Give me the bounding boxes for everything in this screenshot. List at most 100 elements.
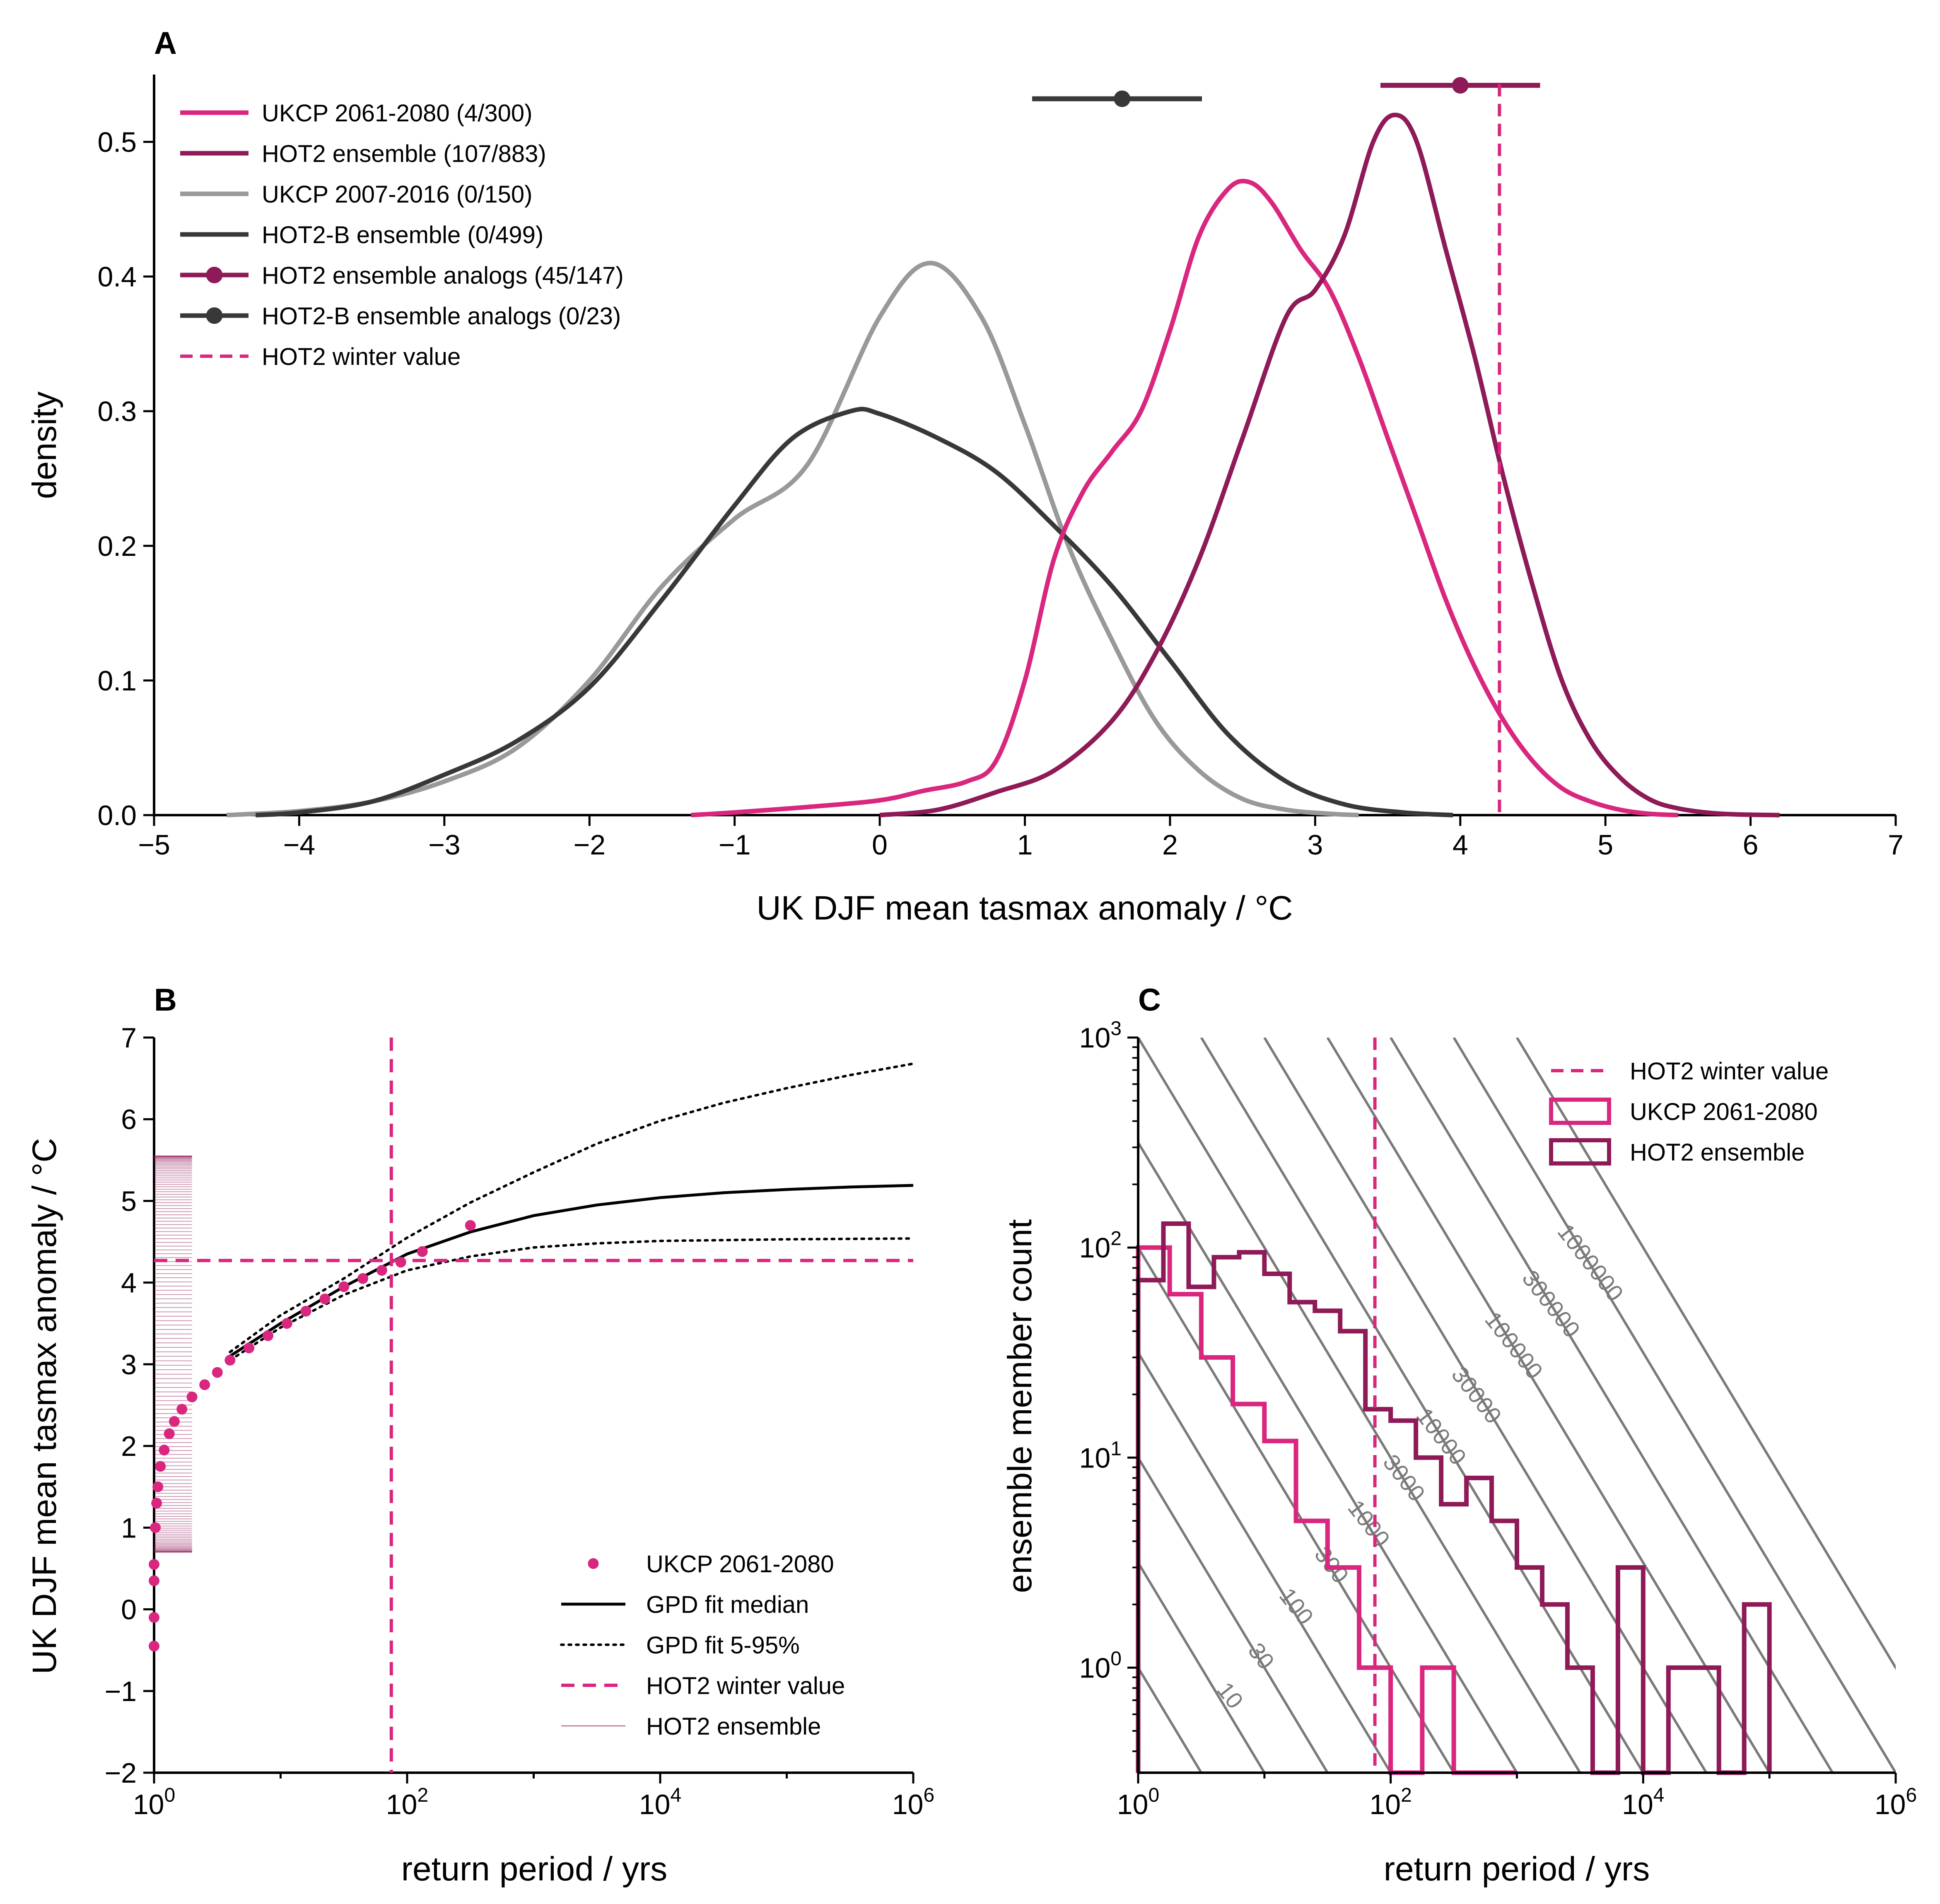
panel-a-x-tick-label: −4 xyxy=(283,829,316,861)
ukcp-point xyxy=(151,1498,162,1509)
ukcp-histogram xyxy=(1136,1245,1517,1775)
panel-a-y-tick-label: 0.3 xyxy=(97,396,137,427)
panel-a-y-tick-label: 0.0 xyxy=(97,800,137,831)
ukcp-point xyxy=(395,1257,406,1268)
ukcp-point xyxy=(281,1318,292,1329)
panel-a-legend-entry: HOT2 ensemble (107/883) xyxy=(180,140,546,167)
panel-a-y-label: density xyxy=(26,391,63,499)
ukcp-point xyxy=(262,1330,273,1341)
panel-a-y-tick-label: 0.5 xyxy=(97,127,137,158)
ukcp-point xyxy=(357,1273,369,1284)
panel-c-y-tick-label: 102 xyxy=(1079,1228,1122,1264)
ukcp-point xyxy=(149,1575,159,1586)
panel-c-x-label: return period / yrs xyxy=(1384,1850,1650,1888)
svg-text:HOT2 winter value: HOT2 winter value xyxy=(262,343,461,370)
ukcp-point xyxy=(155,1461,166,1472)
ukcp-point xyxy=(338,1281,350,1292)
panel-b-x-label: return period / yrs xyxy=(401,1850,668,1888)
panel-a-letter: A xyxy=(154,26,177,61)
gpd-upper-line xyxy=(229,1062,915,1354)
panel-c-y-label: ensemble member count xyxy=(1001,1219,1039,1593)
ukcp-point xyxy=(376,1265,387,1276)
ukcp-point xyxy=(149,1612,159,1623)
ukcp-point xyxy=(199,1379,210,1390)
panel-b-legend-entry: HOT2 ensemble xyxy=(561,1713,821,1740)
ukcp-point xyxy=(417,1246,428,1257)
contour-label: 100000 xyxy=(1480,1307,1548,1384)
panel-b-y-tick-label: 3 xyxy=(121,1349,137,1380)
ukcp-point xyxy=(300,1306,311,1317)
panel-b-legend-entry: UKCP 2061-2080 xyxy=(588,1551,834,1578)
svg-text:UKCP 2007-2016 (0/150): UKCP 2007-2016 (0/150) xyxy=(262,181,532,208)
panel-a-legend-entry: HOT2-B ensemble (0/499) xyxy=(180,222,543,249)
panel-b-y-tick-label: 1 xyxy=(121,1512,137,1544)
panel-c-y-tick-label: 103 xyxy=(1079,1018,1122,1054)
panel-b-x-tick-label: 100 xyxy=(133,1784,175,1820)
contour-line xyxy=(1453,1038,1896,1773)
panel-a-legend-entry: UKCP 2007-2016 (0/150) xyxy=(180,181,532,208)
panel-c-legend-entry: HOT2 winter value xyxy=(1551,1058,1829,1085)
panel-c-y-tick-label: 100 xyxy=(1079,1648,1122,1684)
svg-text:GPD fit 5-95%: GPD fit 5-95% xyxy=(646,1632,800,1659)
panel-a-legend-entry: HOT2-B ensemble analogs (0/23) xyxy=(180,303,621,330)
contour-line xyxy=(1138,1455,1329,1773)
panel-c-y-tick-label: 101 xyxy=(1079,1438,1122,1474)
analog-median-1 xyxy=(1114,90,1131,107)
panel-a-x-label: UK DJF mean tasmax anomaly / °C xyxy=(756,889,1293,927)
panel-b-legend-entry: HOT2 winter value xyxy=(561,1672,845,1699)
panel-a-x-tick-label: 7 xyxy=(1888,829,1904,861)
contour-line xyxy=(1390,1038,1834,1773)
panel-a-x-tick-label: 1 xyxy=(1017,829,1033,861)
ukcp-point xyxy=(169,1416,180,1427)
panel-b-legend-entry: GPD fit 5-95% xyxy=(560,1632,800,1659)
svg-text:HOT2 ensemble (107/883): HOT2 ensemble (107/883) xyxy=(262,140,546,167)
ukcp-point xyxy=(164,1428,175,1439)
density-curve-1 xyxy=(879,113,1780,818)
panel-a-x-tick-label: 3 xyxy=(1307,829,1323,861)
contour-line xyxy=(1138,1350,1392,1773)
contour-label: 10 xyxy=(1212,1677,1248,1713)
panel-b-legend-entry: GPD fit median xyxy=(561,1591,809,1618)
panel-c-x-tick-label: 102 xyxy=(1369,1784,1412,1820)
panel-b-y-tick-label: 0 xyxy=(121,1594,137,1626)
density-curve-3 xyxy=(255,407,1453,818)
svg-text:UKCP 2061-2080: UKCP 2061-2080 xyxy=(1630,1098,1818,1125)
contour-label: 300 xyxy=(1310,1542,1354,1588)
panel-b-y-label: UK DJF mean tasmax anomaly / °C xyxy=(26,1138,63,1674)
panel-a-legend-entry: UKCP 2061-2080 (4/300) xyxy=(180,100,532,127)
panel-b-x-tick-label: 106 xyxy=(892,1784,934,1820)
svg-text:HOT2 ensemble: HOT2 ensemble xyxy=(646,1713,821,1740)
panel-b: B 100 102 104 106 −2 −1 0 1 2 3 4 5 6 7 return perio… xyxy=(26,982,934,1888)
panel-c-legend-entry: HOT2 ensemble xyxy=(1549,1138,1805,1166)
panel-c: C 10301003001000300010000300001000003000… xyxy=(1001,982,1917,1888)
contour-line xyxy=(1326,1038,1771,1773)
ukcp-point xyxy=(244,1342,255,1354)
ukcp-point xyxy=(176,1404,188,1415)
panel-b-y-tick-label: 4 xyxy=(121,1267,137,1299)
panel-b-y-tick-label: 7 xyxy=(121,1022,137,1054)
panel-b-y-tick-label: −2 xyxy=(104,1757,137,1789)
density-curve-2 xyxy=(226,261,1359,818)
panel-a-legend-entry: HOT2 winter value xyxy=(180,343,461,370)
ukcp-point xyxy=(149,1559,159,1570)
ukcp-point xyxy=(465,1220,476,1231)
contour-line xyxy=(1138,1560,1266,1773)
ukcp-point xyxy=(150,1522,161,1533)
density-curve-0 xyxy=(691,179,1678,818)
panel-c-x-tick-label: 106 xyxy=(1875,1784,1917,1820)
contour-line xyxy=(1138,1038,1581,1773)
panel-b-y-tick-label: 2 xyxy=(121,1431,137,1462)
svg-text:HOT2-B ensemble analogs (0/23): HOT2-B ensemble analogs (0/23) xyxy=(262,303,621,330)
panel-a-y-tick-label: 0.1 xyxy=(97,665,137,697)
panel-a-x-tick-label: 4 xyxy=(1453,829,1468,861)
panel-a-legend-entry: HOT2 ensemble analogs (45/147) xyxy=(180,262,624,289)
panel-b-y-tick-label: 5 xyxy=(121,1185,137,1217)
gpd-lower-line xyxy=(229,1237,915,1362)
contour-label: 1000 xyxy=(1343,1495,1395,1552)
contour-line xyxy=(1515,1038,1896,1670)
panel-c-letter: C xyxy=(1138,982,1161,1018)
svg-text:HOT2 ensemble analogs (45/147): HOT2 ensemble analogs (45/147) xyxy=(262,262,624,289)
svg-text:HOT2 winter value: HOT2 winter value xyxy=(1630,1058,1829,1085)
panel-b-x-tick-label: 104 xyxy=(639,1784,681,1820)
panel-a-x-tick-label: −1 xyxy=(719,829,751,861)
